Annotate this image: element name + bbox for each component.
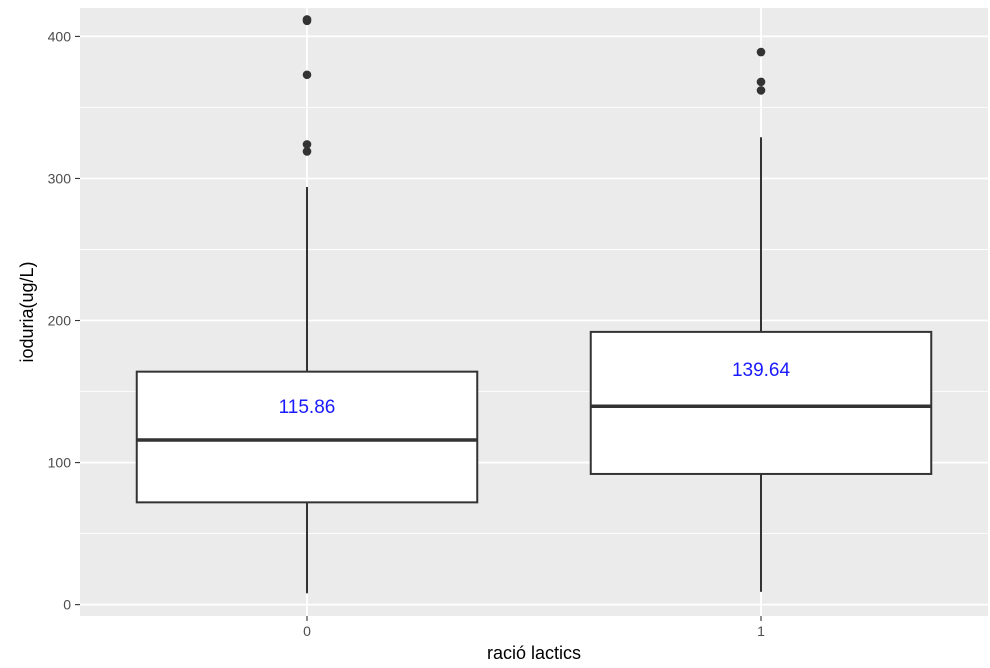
outlier-point xyxy=(756,47,766,57)
y-tick-label: 100 xyxy=(48,455,72,471)
outlier-point xyxy=(302,147,312,156)
y-axis-title: ioduria(ug/L) xyxy=(17,261,37,362)
median-label: 139.64 xyxy=(732,360,791,381)
outlier-point xyxy=(756,86,766,95)
outlier-point xyxy=(302,15,312,24)
box-group: 115.86 xyxy=(135,15,479,594)
box xyxy=(135,370,479,504)
median-label: 115.86 xyxy=(279,397,336,418)
outlier-point xyxy=(756,77,766,87)
y-tick-label: 300 xyxy=(48,170,72,186)
x-axis-title: ració lactics xyxy=(487,643,581,663)
outlier-point xyxy=(302,70,312,80)
box xyxy=(589,330,933,475)
y-axis: 0 100 200 300 400 xyxy=(48,28,80,613)
boxes: 115.86 139.64 xyxy=(135,15,933,594)
x-tick-label: 0 xyxy=(303,623,311,639)
outlier-point xyxy=(302,140,312,149)
y-tick-label: 200 xyxy=(48,313,72,329)
y-tick-label: 400 xyxy=(48,28,72,44)
box-group: 139.64 xyxy=(589,47,933,592)
y-tick-label: 0 xyxy=(63,597,71,613)
plot-panel xyxy=(80,8,988,616)
x-tick-label: 1 xyxy=(757,623,765,639)
